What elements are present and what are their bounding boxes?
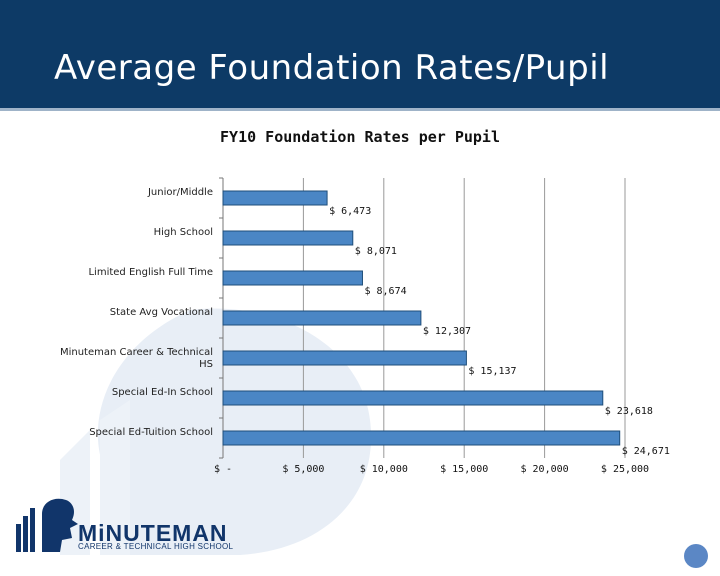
x-tick-label: $ 5,000: [282, 464, 324, 475]
bar: [222, 310, 422, 326]
bar: [222, 390, 604, 406]
x-tick-label: $ -: [214, 464, 232, 475]
data-label: $ 6,473: [329, 206, 371, 217]
logo-subtitle: CAREER & TECHNICAL HIGH SCHOOL: [78, 542, 234, 551]
category-label: Special Ed-Tuition School: [89, 427, 213, 438]
category-label: Limited English Full Time: [88, 267, 213, 278]
category-label: Minuteman Career & Technical HS: [60, 347, 213, 370]
logo-wordmark: MiNUTEMAN: [78, 520, 228, 546]
minuteman-logo-icon: [16, 498, 78, 552]
slide-title: Average Foundation Rates/Pupil: [54, 48, 610, 88]
data-label: $ 8,071: [355, 246, 397, 257]
bar: [222, 350, 467, 366]
bar: [222, 190, 328, 206]
chart-title: FY10 Foundation Rates per Pupil: [220, 128, 500, 146]
bar: [222, 430, 621, 446]
x-tick-label: $ 10,000: [360, 464, 408, 475]
data-label: $ 15,137: [468, 366, 516, 377]
bar: [222, 270, 363, 286]
category-label: State Avg Vocational: [110, 307, 213, 318]
data-label: $ 24,671: [622, 446, 670, 457]
x-tick-label: $ 15,000: [440, 464, 488, 475]
bar: [222, 230, 354, 246]
data-label: $ 23,618: [605, 406, 653, 417]
slide-header: [0, 0, 720, 108]
x-tick-label: $ 25,000: [601, 464, 649, 475]
header-divider: [0, 108, 720, 111]
category-label: Special Ed-In School: [112, 387, 213, 398]
category-label: High School: [154, 227, 213, 238]
data-label: $ 12,307: [423, 326, 471, 337]
x-tick-label: $ 20,000: [521, 464, 569, 475]
data-label: $ 8,674: [364, 286, 406, 297]
category-label: Junior/Middle: [147, 187, 213, 198]
corner-dot-icon: [684, 544, 708, 568]
